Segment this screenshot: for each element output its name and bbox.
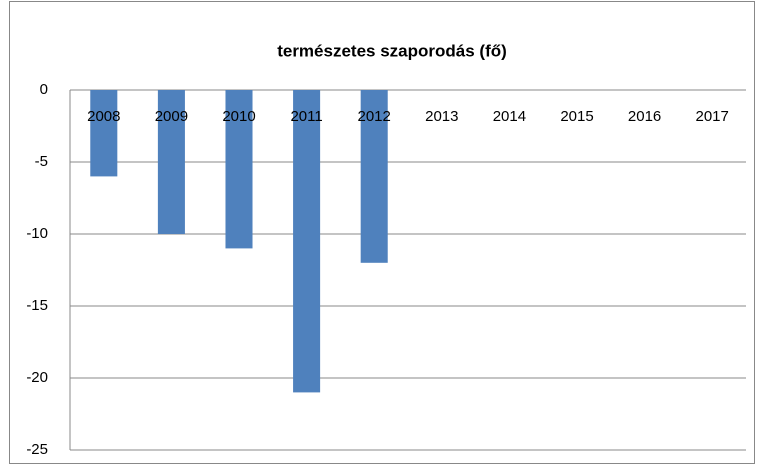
x-tick-label: 2014 <box>493 108 526 125</box>
bar <box>157 90 185 234</box>
y-tick-label: -5 <box>35 153 48 170</box>
y-tick-label: 0 <box>40 81 48 98</box>
x-tick-label: 2008 <box>87 108 120 125</box>
x-tick-label: 2013 <box>425 108 458 125</box>
x-tick-label: 2015 <box>560 108 593 125</box>
x-tick-label: 2016 <box>628 108 661 125</box>
bar <box>90 90 118 177</box>
y-tick-label: -15 <box>26 297 48 314</box>
x-tick-label: 2011 <box>290 108 322 125</box>
x-tick-label: 2009 <box>155 108 188 125</box>
bar <box>293 90 321 393</box>
x-tick-label: 2010 <box>222 108 255 125</box>
x-tick-label: 2012 <box>358 108 391 125</box>
y-tick-label: -25 <box>26 441 48 458</box>
bar <box>360 90 388 263</box>
bar <box>225 90 253 249</box>
y-tick-label: -10 <box>26 225 48 242</box>
x-tick-label: 2017 <box>696 108 729 125</box>
y-tick-label: -20 <box>26 369 48 386</box>
chart-title: természetes szaporodás (fő) <box>277 41 507 60</box>
